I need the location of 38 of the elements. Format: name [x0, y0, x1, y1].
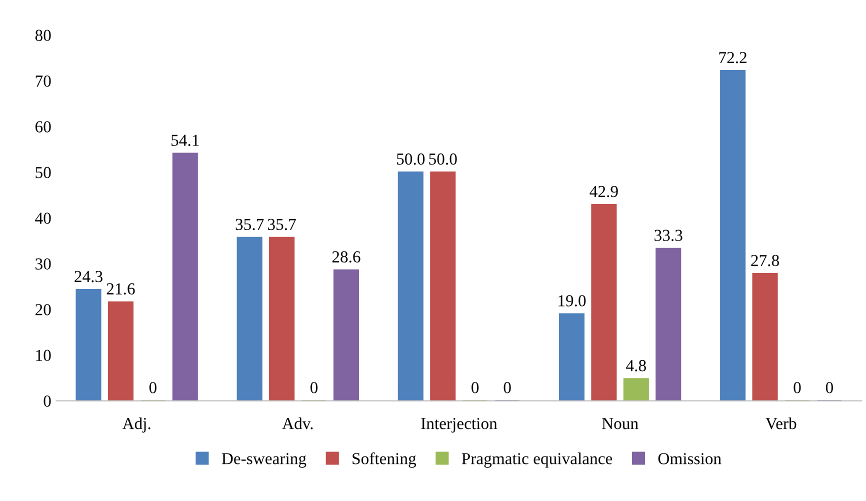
- x-tick-label: Verb: [766, 417, 796, 430]
- data-label: 33.3: [654, 230, 682, 242]
- legend-label: De-swearing: [222, 453, 306, 468]
- data-label: 42.9: [590, 186, 618, 198]
- y-tick-label: 20: [35, 304, 51, 316]
- y-tick-label: 40: [35, 212, 51, 224]
- legend-label: Omission: [658, 453, 722, 464]
- y-tick-label: 60: [35, 121, 51, 132]
- data-label: 54.1: [172, 134, 199, 146]
- x-tick-label: Noun: [602, 418, 638, 430]
- y-tick-label: 0: [44, 396, 51, 407]
- data-label: 0: [504, 382, 511, 394]
- x-tick-label: Adv.: [282, 417, 313, 430]
- y-tick-label: 80: [35, 30, 51, 42]
- data-label: 0: [310, 382, 318, 394]
- data-label: 50.0: [429, 153, 457, 165]
- data-label: 19.0: [558, 295, 586, 306]
- data-label: 50.0: [397, 153, 425, 165]
- data-label: 21.6: [106, 283, 135, 295]
- data-label: 0: [472, 382, 479, 394]
- data-label: 35.7: [236, 218, 264, 230]
- data-label: 27.8: [751, 254, 779, 266]
- y-tick-label: 70: [36, 75, 51, 87]
- legend-label: Softening: [352, 452, 416, 468]
- y-tick-label: 30: [36, 258, 51, 270]
- data-label: 0: [794, 382, 801, 394]
- x-tick-label: Adj.: [122, 417, 150, 433]
- data-label: 4.8: [626, 360, 646, 372]
- y-tick-label: 10: [36, 350, 51, 362]
- legend-label: Pragmatic equivalance: [462, 452, 612, 468]
- data-label: 28.6: [332, 251, 360, 263]
- y-tick-label: 50: [36, 166, 51, 178]
- data-label: 24.3: [74, 270, 102, 282]
- data-label: 72.2: [719, 52, 746, 64]
- data-label: 0: [826, 382, 833, 394]
- data-label: 35.7: [268, 218, 296, 230]
- data-label: 0: [149, 382, 156, 394]
- x-tick-label: Interjection: [421, 418, 498, 433]
